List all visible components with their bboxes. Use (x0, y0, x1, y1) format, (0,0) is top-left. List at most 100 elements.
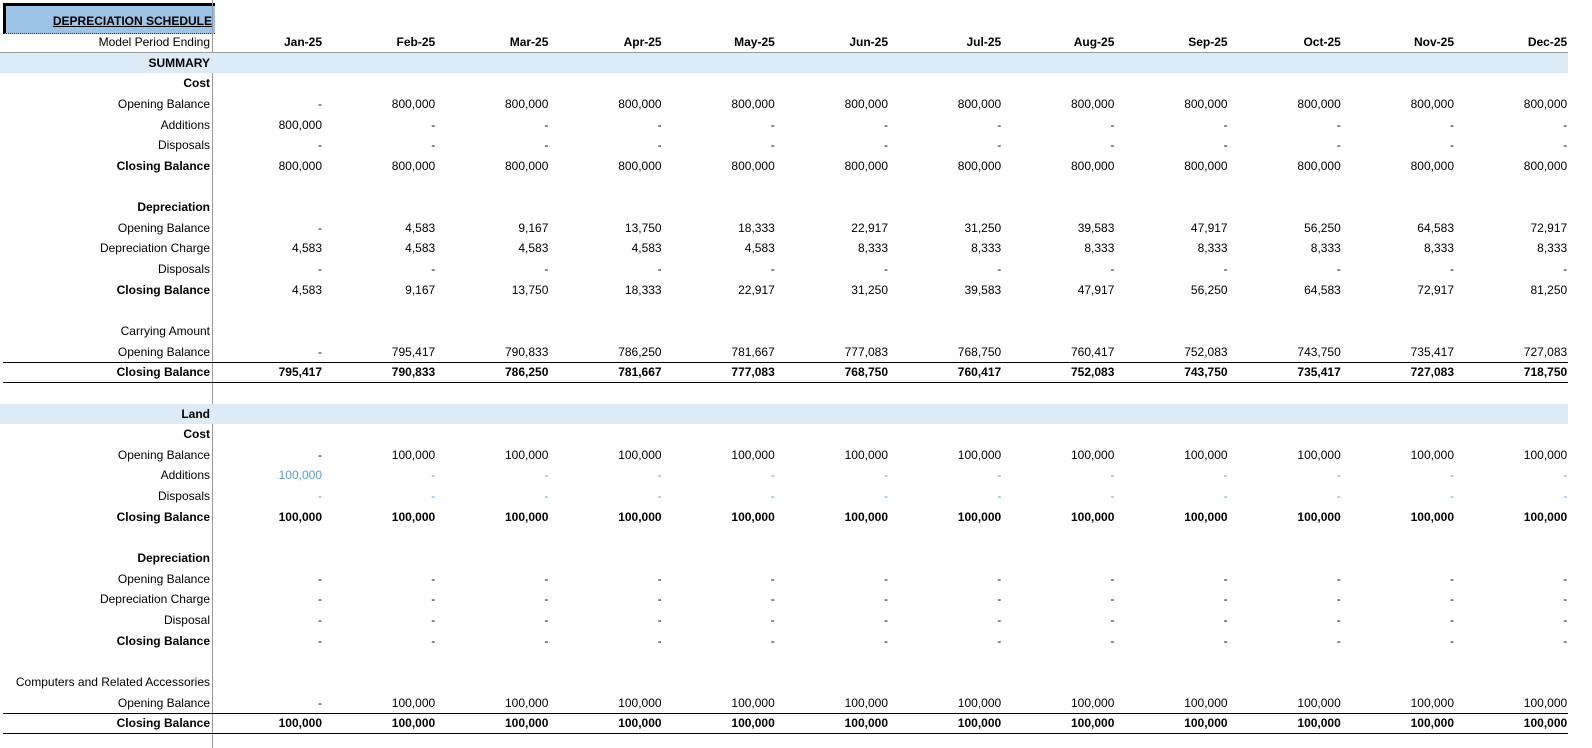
value-cell[interactable]: 4,583 (291, 241, 322, 256)
value-cell[interactable]: 768,750 (957, 344, 1002, 359)
value-cell[interactable]: - (1563, 571, 1568, 586)
month-header[interactable]: Jun-25 (849, 35, 888, 49)
value-cell[interactable]: 31,250 (851, 282, 888, 297)
value-cell[interactable]: 47,917 (1190, 220, 1228, 235)
value-cell[interactable]: - (997, 262, 1002, 277)
value-cell[interactable]: 800,000 (731, 96, 775, 111)
value-cell[interactable]: 100,000 (505, 447, 549, 462)
value-cell[interactable]: - (431, 138, 436, 153)
value-cell[interactable]: - (1563, 117, 1568, 132)
value-cell[interactable]: - (1450, 571, 1454, 586)
value-cell[interactable]: - (770, 571, 775, 586)
value-cell[interactable]: 100,000 (731, 695, 775, 710)
row-label[interactable]: Opening Balance (117, 571, 210, 586)
value-cell[interactable]: 795,417 (278, 365, 322, 380)
value-cell[interactable]: 760,417 (957, 365, 1002, 380)
value-cell[interactable]: - (1223, 489, 1228, 504)
value-cell[interactable]: 800,000 (505, 158, 549, 173)
value-cell[interactable]: - (1336, 138, 1341, 153)
value-cell[interactable]: - (1223, 468, 1228, 483)
value-cell[interactable]: - (997, 117, 1002, 132)
value-cell[interactable]: - (1563, 468, 1568, 483)
value-cell[interactable]: 22,917 (851, 220, 888, 235)
value-cell[interactable]: 100,000 (391, 695, 436, 710)
value-cell[interactable]: - (770, 612, 775, 627)
value-cell[interactable]: 100,000 (1071, 509, 1115, 524)
value-cell[interactable]: - (884, 468, 888, 483)
value-cell[interactable]: 4,583 (405, 241, 436, 256)
value-cell[interactable]: 4,583 (291, 282, 322, 297)
value-cell[interactable]: - (318, 489, 322, 504)
value-cell[interactable]: 100,000 (505, 695, 549, 710)
value-cell[interactable]: - (1223, 571, 1228, 586)
value-cell[interactable]: - (1110, 117, 1115, 132)
value-cell[interactable]: - (657, 117, 662, 132)
value-cell[interactable]: 8,333 (1197, 241, 1228, 256)
value-cell[interactable]: - (1563, 612, 1568, 627)
value-cell[interactable]: 100,000 (1297, 716, 1341, 731)
value-cell[interactable]: 800,000 (844, 158, 888, 173)
value-cell[interactable]: - (431, 571, 436, 586)
row-label[interactable]: Closing Balance (116, 365, 210, 380)
value-cell[interactable]: - (1450, 592, 1454, 607)
value-cell[interactable]: - (431, 262, 436, 277)
value-cell[interactable]: 735,417 (1410, 344, 1454, 359)
value-cell[interactable]: 743,750 (1184, 365, 1228, 380)
value-cell[interactable]: 100,000 (1410, 447, 1454, 462)
value-cell[interactable]: - (1450, 612, 1454, 627)
value-cell[interactable]: 8,333 (1423, 241, 1454, 256)
value-cell[interactable]: - (1450, 138, 1454, 153)
value-cell[interactable]: - (1450, 262, 1454, 277)
value-cell[interactable]: - (544, 489, 549, 504)
value-cell[interactable]: 100,000 (391, 447, 436, 462)
row-label[interactable]: Closing Balance (116, 282, 210, 297)
value-cell[interactable]: 4,583 (405, 220, 436, 235)
value-cell[interactable]: 735,417 (1297, 365, 1341, 380)
value-cell[interactable]: 800,000 (1297, 158, 1341, 173)
row-label[interactable]: Disposals (157, 489, 210, 504)
month-header[interactable]: Apr-25 (623, 35, 662, 49)
row-label[interactable]: Depreciation Charge (99, 592, 210, 607)
value-cell[interactable]: 800,000 (1071, 96, 1115, 111)
value-cell[interactable]: 790,833 (505, 344, 549, 359)
value-cell[interactable]: 18,333 (738, 220, 775, 235)
value-cell[interactable]: - (770, 262, 775, 277)
value-cell[interactable]: 100,000 (618, 695, 662, 710)
value-cell[interactable]: 100,000 (1410, 695, 1454, 710)
row-label[interactable]: Computers and Related Accessories (15, 674, 210, 689)
month-header[interactable]: Mar-25 (509, 35, 549, 49)
value-cell[interactable]: - (884, 262, 888, 277)
value-cell[interactable]: - (318, 262, 322, 277)
value-cell[interactable]: 4,583 (518, 241, 549, 256)
value-cell[interactable]: - (1110, 262, 1115, 277)
row-label[interactable]: Closing Balance (116, 716, 210, 731)
value-cell[interactable]: - (1223, 612, 1228, 627)
row-label[interactable]: Closing Balance (116, 158, 210, 173)
value-cell[interactable]: - (1223, 262, 1228, 277)
value-cell[interactable]: - (1223, 633, 1228, 648)
value-cell[interactable]: 100,000 (505, 716, 549, 731)
value-cell[interactable]: 777,083 (731, 365, 775, 380)
row-label[interactable]: Closing Balance (116, 509, 210, 524)
value-cell[interactable]: 786,250 (618, 344, 662, 359)
value-cell[interactable]: - (318, 96, 322, 111)
value-cell[interactable]: - (1563, 633, 1568, 648)
value-cell[interactable]: 100,000 (1297, 447, 1341, 462)
month-header[interactable]: May-25 (734, 35, 775, 49)
value-cell[interactable]: - (884, 117, 888, 132)
value-cell[interactable]: 8,333 (857, 241, 888, 256)
value-cell[interactable]: 800,000 (731, 158, 775, 173)
value-cell[interactable]: 100,000 (618, 447, 662, 462)
value-cell[interactable]: - (657, 468, 662, 483)
value-cell[interactable]: - (1450, 468, 1454, 483)
value-cell[interactable]: - (431, 117, 436, 132)
value-cell[interactable]: - (884, 571, 888, 586)
value-cell[interactable]: - (318, 344, 322, 359)
value-cell[interactable]: 800,000 (1410, 158, 1454, 173)
value-cell[interactable]: 100,000 (1071, 695, 1115, 710)
value-cell[interactable]: - (884, 633, 888, 648)
value-cell[interactable]: - (884, 592, 888, 607)
value-cell[interactable]: 790,833 (391, 365, 436, 380)
value-cell[interactable]: - (657, 138, 662, 153)
value-cell[interactable]: 752,083 (1184, 344, 1228, 359)
